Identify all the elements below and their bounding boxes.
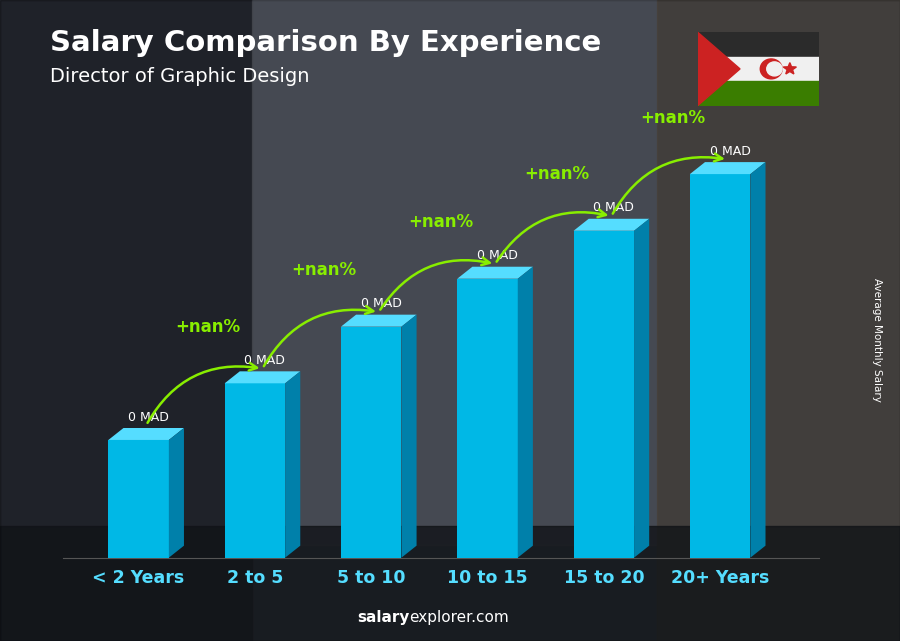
Polygon shape	[169, 428, 184, 558]
Bar	[457, 279, 518, 558]
Polygon shape	[225, 371, 301, 383]
Text: 0 MAD: 0 MAD	[361, 297, 401, 310]
Polygon shape	[690, 162, 766, 174]
Bar	[0, 526, 900, 641]
Polygon shape	[401, 315, 417, 558]
Polygon shape	[698, 32, 740, 106]
Polygon shape	[783, 63, 796, 74]
Text: +nan%: +nan%	[408, 213, 473, 231]
Text: 0 MAD: 0 MAD	[128, 411, 169, 424]
Circle shape	[760, 59, 782, 79]
Polygon shape	[751, 162, 766, 558]
Text: Average Monthly Salary: Average Monthly Salary	[872, 278, 883, 402]
Text: 0 MAD: 0 MAD	[709, 145, 751, 158]
Text: Salary Comparison By Experience: Salary Comparison By Experience	[50, 29, 601, 57]
Bar	[657, 0, 900, 641]
Polygon shape	[108, 428, 184, 440]
Polygon shape	[285, 371, 301, 558]
Bar	[698, 81, 819, 106]
Bar	[341, 327, 401, 558]
Text: +nan%: +nan%	[292, 262, 356, 279]
Text: 0 MAD: 0 MAD	[477, 249, 517, 262]
Text: 0 MAD: 0 MAD	[245, 354, 285, 367]
Polygon shape	[341, 315, 417, 327]
Text: Director of Graphic Design: Director of Graphic Design	[50, 67, 309, 87]
Bar	[698, 56, 819, 81]
Text: +nan%: +nan%	[524, 165, 590, 183]
Text: +nan%: +nan%	[176, 318, 240, 336]
Text: +nan%: +nan%	[641, 109, 706, 127]
Polygon shape	[573, 219, 649, 231]
Text: 0 MAD: 0 MAD	[593, 201, 634, 214]
Bar	[690, 174, 751, 558]
Polygon shape	[457, 267, 533, 279]
Bar	[108, 440, 169, 558]
Bar	[252, 0, 657, 545]
Bar	[0, 0, 252, 641]
Polygon shape	[634, 219, 649, 558]
Text: explorer.com: explorer.com	[410, 610, 509, 625]
Text: salary: salary	[357, 610, 410, 625]
Polygon shape	[518, 267, 533, 558]
Bar	[573, 231, 634, 558]
Bar	[698, 32, 819, 56]
Circle shape	[767, 62, 782, 76]
Bar	[225, 383, 285, 558]
